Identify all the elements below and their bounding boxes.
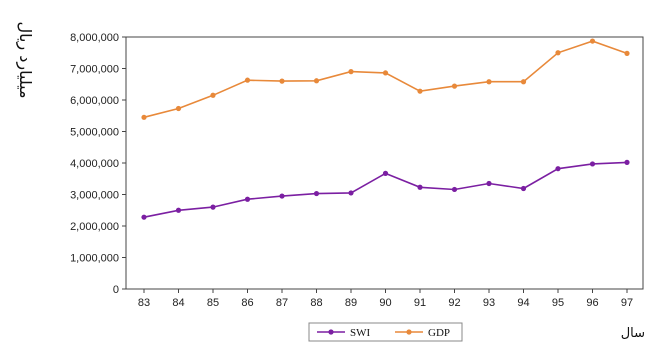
y-tick-label: 8,000,000 — [70, 32, 119, 44]
swi-data-point — [313, 190, 320, 197]
gdp-data-point — [175, 105, 182, 112]
x-tick-label: 91 — [414, 297, 426, 309]
gdp-legend-marker — [406, 329, 412, 335]
legend-box — [308, 322, 463, 342]
swi-data-point — [175, 207, 182, 213]
axes: 0 1,000,000 2,000,000 3,000,000 4,000,000 5,0… — [70, 32, 644, 309]
x-tick-label: 93 — [483, 297, 495, 309]
gdp-data-point — [520, 79, 527, 85]
gdp-legend-label: GDP — [428, 327, 450, 339]
gdp-series-line — [143, 40, 628, 119]
swi-legend-label: SWI — [350, 327, 371, 339]
x-tick-label: 96 — [586, 297, 598, 309]
x-tick-label: 84 — [172, 297, 184, 309]
x-tick-label: 89 — [345, 297, 357, 309]
gdp-data-point — [141, 114, 147, 120]
y-tick-label: 4,000,000 — [70, 158, 119, 170]
y-tick-label: 3,000,000 — [70, 190, 119, 202]
swi-data-point — [555, 166, 561, 172]
y-tick-label: 1,000,000 — [70, 253, 119, 265]
gdp-data-point — [589, 38, 596, 44]
x-axis-label: سال — [621, 326, 645, 341]
swi-data-point — [417, 184, 423, 190]
y-axis-label: میلیارد ریال — [15, 21, 35, 98]
gdp-data-point — [451, 83, 458, 89]
x-tick-label: 87 — [276, 297, 288, 309]
y-tick-label: 2,000,000 — [70, 221, 119, 233]
gdp-data-point — [348, 69, 354, 75]
x-tick-label: 92 — [448, 297, 460, 309]
gdp-data-point — [210, 92, 216, 98]
x-tick-label: 97 — [621, 297, 633, 309]
gdp-data-point — [313, 78, 320, 84]
swi-legend-marker — [328, 329, 334, 335]
y-tick-label: 0 — [113, 284, 119, 296]
swi-data-point — [210, 204, 216, 210]
series-layer — [141, 38, 630, 220]
swi-data-point — [279, 193, 285, 199]
gdp-data-point — [555, 50, 561, 56]
gdp-data-point — [244, 77, 251, 83]
swi-data-point — [589, 161, 596, 167]
x-tick-label: 83 — [138, 297, 150, 309]
swi-data-point — [141, 214, 147, 220]
y-tick-label: 5,000,000 — [70, 127, 119, 139]
swi-data-point — [520, 185, 527, 192]
swi-data-point — [486, 180, 492, 187]
swi-data-point — [624, 159, 630, 165]
x-tick-label: 94 — [517, 297, 529, 309]
gdp-data-point — [624, 50, 630, 56]
swi-data-point — [451, 186, 458, 193]
swi-data-point — [382, 170, 389, 176]
gdp-data-point — [417, 88, 423, 94]
legend: SWI GDP — [308, 322, 463, 342]
swi-data-point — [244, 196, 251, 202]
gdp-data-point — [382, 70, 389, 76]
x-tick-label: 95 — [552, 297, 564, 309]
y-tick-label: 6,000,000 — [70, 95, 119, 107]
x-tick-label: 88 — [310, 297, 322, 309]
x-tick-label: 90 — [379, 297, 391, 309]
gdp-data-point — [279, 78, 285, 84]
x-tick-label: 85 — [207, 297, 219, 309]
y-tick-label: 7,000,000 — [70, 64, 119, 76]
swi-data-point — [348, 190, 354, 196]
x-tick-label: 86 — [241, 297, 253, 309]
gdp-data-point — [486, 79, 492, 85]
swi-series-line — [143, 161, 628, 218]
